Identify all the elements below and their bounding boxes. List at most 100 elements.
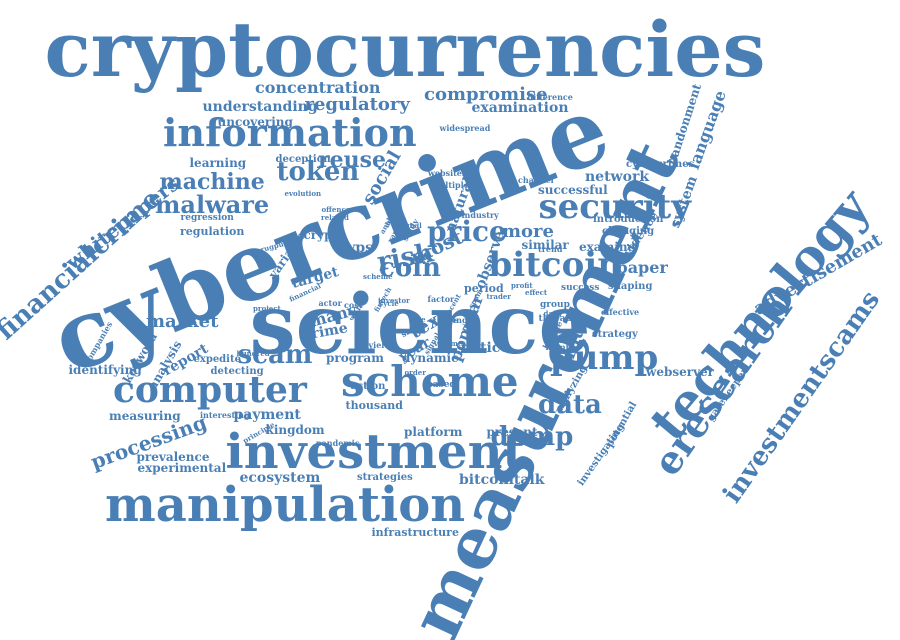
word-understanding: understanding <box>202 99 318 115</box>
word-dynamic: dynamic <box>402 351 459 365</box>
word-offence: offence <box>321 204 351 214</box>
word-kingdom: kingdom <box>265 423 325 437</box>
word-based: based <box>426 379 456 390</box>
word-concentration: concentration <box>255 78 381 97</box>
word-bitcointalk: bitcointalk <box>459 472 545 488</box>
word-measuring: measuring <box>109 409 181 423</box>
word-order: order <box>404 367 426 377</box>
word-reuse: reuse <box>318 147 386 173</box>
word-infrastructure: infrastructure <box>371 525 459 539</box>
word-cost: cost <box>344 300 363 310</box>
word-data: data <box>538 390 602 420</box>
word-interesting: interesting <box>200 410 250 420</box>
word-examine: examine <box>579 240 636 254</box>
word-webserver: webserver <box>646 365 714 379</box>
word-coin: coin <box>379 253 441 283</box>
word-dump: dump <box>490 422 574 452</box>
word-experimental: experimental <box>137 461 227 475</box>
word-prevalence: prevalence <box>136 450 210 464</box>
word-cycle: cycle <box>379 298 399 308</box>
word-crypto: crypto <box>303 228 347 242</box>
word-uncovering: uncovering <box>217 115 293 129</box>
word-notice: notice <box>460 340 510 356</box>
word-cryptocurrencies: cryptocurrencies <box>44 5 766 94</box>
word-difference: difference <box>527 92 573 102</box>
word-project: project <box>253 303 281 313</box>
word-sale: sale <box>410 314 426 324</box>
word-actor: actor <box>318 298 342 308</box>
word-regulation: regulation <box>180 224 245 238</box>
word-action: action <box>350 381 386 392</box>
word-machine: machine <box>159 169 265 195</box>
word-channel: channel <box>518 175 554 185</box>
word-investor: investor <box>378 295 410 305</box>
word-detecting: detecting <box>210 366 264 377</box>
word-strategy: strategy <box>592 329 638 340</box>
word-network: network <box>585 169 650 185</box>
word-information: information <box>163 110 417 155</box>
word-shaping: shaping <box>608 281 653 292</box>
word-pump: pump <box>550 338 659 378</box>
word-thread: thread <box>538 313 572 324</box>
word-compromise: compromise <box>424 84 548 105</box>
word-scheme: scheme <box>363 271 393 281</box>
word-manipulation: manipulation <box>105 477 466 533</box>
word-potential: potential <box>603 400 639 450</box>
word-regulatory: regulatory <box>304 94 410 115</box>
word-learning: learning <box>189 156 247 170</box>
word-payment: payment <box>233 407 301 423</box>
word-price: price <box>427 215 507 248</box>
word-more: more <box>502 221 554 242</box>
word-regression: regression <box>180 212 234 223</box>
word-multiple: multiple <box>431 180 469 190</box>
word-websites: websites <box>428 168 467 178</box>
word-number: number <box>545 342 581 352</box>
word-introduction: introduction <box>593 214 664 225</box>
word-factor: factor <box>427 294 455 304</box>
word-identifying: identifying <box>68 363 142 377</box>
word-examination: examination <box>471 100 569 116</box>
word-computer: computer <box>113 369 307 411</box>
word-scam: scam <box>237 340 313 370</box>
word-shaping: shaping <box>432 315 468 325</box>
word-malware: malware <box>155 190 270 219</box>
word-program: program <box>326 351 384 365</box>
word-strategies: strategies <box>357 472 413 483</box>
word-cybercrimes: cybercrimes <box>626 159 695 170</box>
word-similar: similar <box>521 238 569 252</box>
word-trader: trader <box>486 291 512 301</box>
word-volume: volume <box>434 338 463 348</box>
word-market: market <box>146 311 219 332</box>
word-evolution: evolution <box>284 188 322 198</box>
word-changing: changing <box>602 226 655 237</box>
word-group: group <box>540 299 570 310</box>
word-hyps: hyps <box>337 240 373 256</box>
word-scheme: scheme <box>341 357 519 406</box>
word-investment: investment <box>225 424 525 480</box>
word-successful: successful <box>538 183 608 197</box>
word-industry: industry <box>461 210 499 220</box>
word-effective: effective <box>601 307 640 317</box>
word-pandemic: pandemic <box>316 438 360 448</box>
word-token: token <box>276 157 360 187</box>
word-daily: daily <box>543 308 563 318</box>
word-platform: platform <box>404 425 463 439</box>
word-period: period <box>464 281 504 295</box>
word-present: present <box>486 425 538 439</box>
word-security: security <box>538 187 692 227</box>
word-trend: trend <box>538 244 563 254</box>
word-thousand: thousand <box>345 398 403 412</box>
word-hundred: hundred <box>236 348 270 358</box>
word-expedite: expedite <box>193 354 241 365</box>
word-effect: effect <box>525 287 548 297</box>
word-success: success <box>561 282 600 293</box>
word-yield: yield <box>368 340 390 350</box>
word-profit: profit <box>511 280 533 290</box>
word-widespread: widespread <box>439 123 491 133</box>
word-signal: signal <box>398 220 422 230</box>
word-deception: deception <box>275 154 331 165</box>
word-bitcoin: bitcoin <box>488 245 622 285</box>
word-type: type <box>440 315 458 325</box>
word-science: science <box>249 277 591 373</box>
